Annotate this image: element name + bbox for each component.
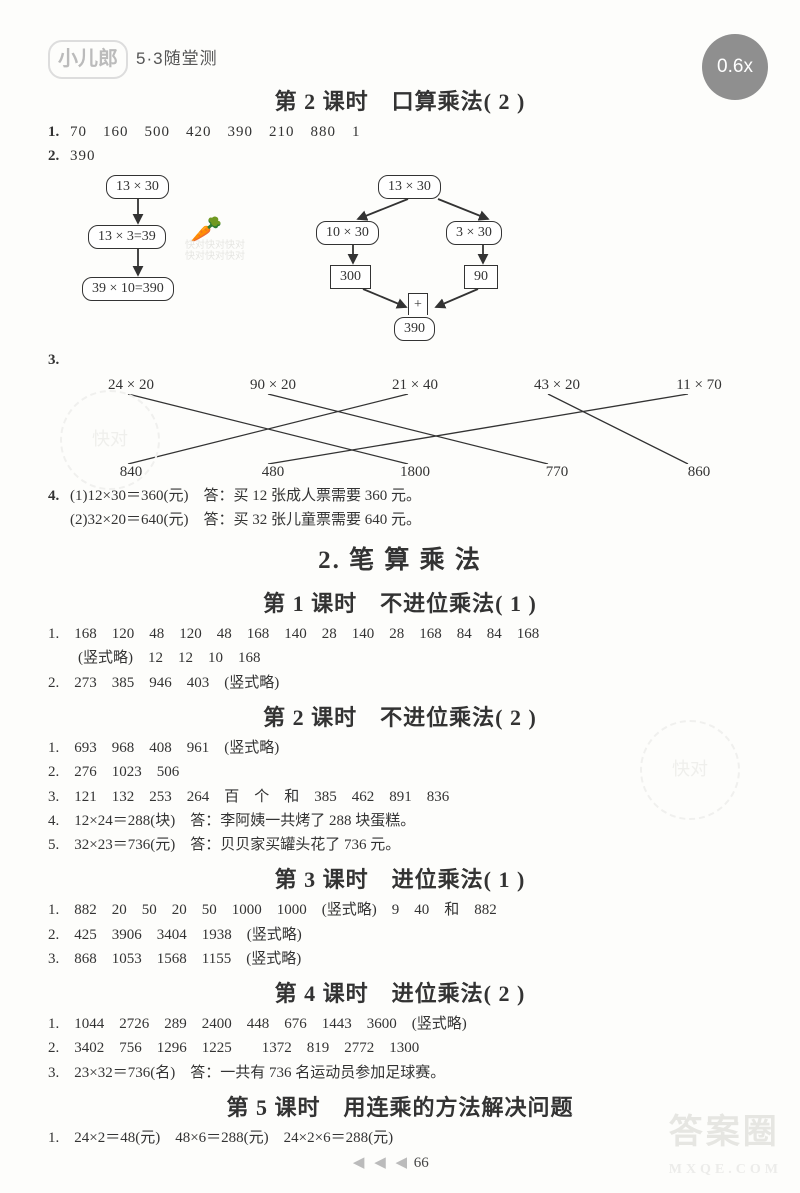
answer-line: 390: [70, 148, 96, 164]
answer-line: 70 160 500 420 390 210 880 1: [70, 124, 361, 140]
brand-logo: 小儿郎: [48, 40, 128, 79]
flow-node: 300: [330, 265, 371, 289]
answer-line: (竖式略) 12 12 10 168: [48, 647, 752, 670]
flow-node: 13 × 30: [378, 175, 441, 199]
answer-line: 1. 882 20 50 20 50 1000 1000 (竖式略) 9 40 …: [48, 899, 752, 922]
answer-line: 1. 168 120 48 120 48 168 140 28 140 28 1…: [48, 623, 752, 646]
answer-line: (2)32×20＝640(元) 答：买 32 张儿童票需要 640 元。: [70, 512, 421, 528]
flow-diagrams: 13 × 30 13 × 3=39 39 × 10=390 13 × 30 10…: [78, 175, 752, 345]
answer-line: 3. 23×32＝736(名) 答：一共有 736 名运动员参加足球赛。: [48, 1062, 752, 1085]
flow-node: 39 × 10=390: [82, 277, 174, 301]
big-section-title: 2. 笔 算 乘 法: [48, 542, 752, 581]
match-bot: 480: [230, 461, 316, 484]
section-title: 第 1 课时 不进位乘法( 1 ): [48, 587, 752, 621]
flow-plus: +: [408, 293, 428, 315]
watermark-tiny: 快对快对快对快对快对快对: [185, 240, 245, 262]
answer-line: 2. 425 3906 3404 1938 (竖式略): [48, 924, 752, 947]
brand-sub: 5·3随堂测: [136, 46, 218, 72]
section-title: 第 2 课时 口算乘法( 2 ): [48, 85, 752, 119]
flow-node: 13 × 3=39: [88, 225, 166, 249]
section-title: 第 5 课时 用连乘的方法解决问题: [48, 1091, 752, 1125]
answer-line: (1)12×30＝360(元) 答：买 12 张成人票需要 360 元。: [70, 488, 421, 504]
answer-line: 2. 3402 756 1296 1225 1372 819 2772 1300: [48, 1037, 752, 1060]
q-number: 3.: [48, 349, 70, 372]
answer-line: 3. 868 1053 1568 1155 (竖式略): [48, 948, 752, 971]
page-footer: ◀ ◀ ◀ 66 ▶: [0, 1152, 800, 1175]
zoom-badge: 0.6x: [702, 34, 768, 100]
match-bot: 770: [514, 461, 600, 484]
flow-node: 3 × 30: [446, 221, 502, 245]
answer-line: 2. 273 385 946 403 (竖式略): [48, 672, 752, 695]
answer-line: 4. 12×24＝288(块) 答：李阿姨一共烤了 288 块蛋糕。: [48, 810, 752, 833]
match-bot: 1800: [372, 461, 458, 484]
match-bot: 860: [656, 461, 742, 484]
answer-line: 5. 32×23＝736(元) 答：贝贝家买罐头花了 736 元。: [48, 834, 752, 857]
answer-line: 3. 121 132 253 264 百 个 和 385 462 891 836: [48, 786, 752, 809]
answer-line: 2. 276 1023 506: [48, 761, 752, 784]
flow-node: 390: [394, 317, 435, 341]
matching-diagram: 24 × 20 90 × 20 21 × 40 43 × 20 11 × 70 …: [48, 374, 752, 484]
page-number: 66: [414, 1155, 429, 1171]
section-title: 第 3 课时 进位乘法( 1 ): [48, 863, 752, 897]
q-number: 1.: [48, 121, 70, 144]
brand-header: 小儿郎 5·3随堂测: [48, 40, 752, 79]
answer-line: 1. 693 968 408 961 (竖式略): [48, 737, 752, 760]
flow-node: 90: [464, 265, 498, 289]
match-bot: 840: [88, 461, 174, 484]
flow-node: 10 × 30: [316, 221, 379, 245]
answer-line: 1. 1044 2726 289 2400 448 676 1443 3600 …: [48, 1013, 752, 1036]
q-number: 2.: [48, 145, 70, 168]
match-lines: [88, 394, 728, 464]
answer-line: 1. 24×2＝48(元) 48×6＝288(元) 24×2×6＝288(元): [48, 1127, 752, 1150]
tri-icon: ◀ ◀ ◀: [353, 1155, 410, 1171]
q-number: 4.: [48, 485, 70, 508]
section-title: 第 4 课时 进位乘法( 2 ): [48, 977, 752, 1011]
section-title: 第 2 课时 不进位乘法( 2 ): [48, 701, 752, 735]
flow-node: 13 × 30: [106, 175, 169, 199]
flow-right: 13 × 30 10 × 30 3 × 30 300 90 + 390: [288, 175, 548, 345]
